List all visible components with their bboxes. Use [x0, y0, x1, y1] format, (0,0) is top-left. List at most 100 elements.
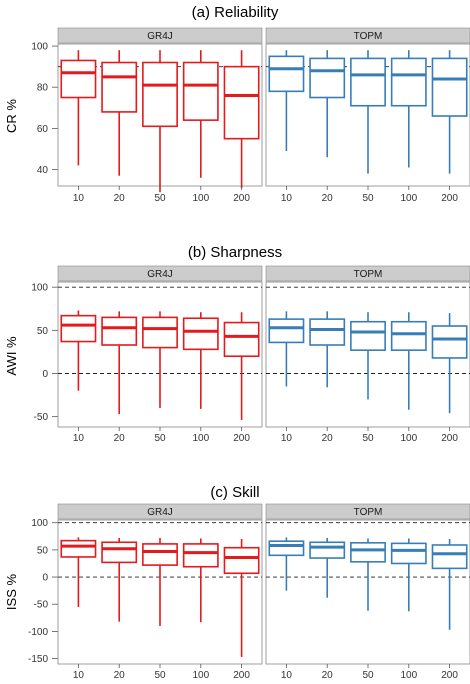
box-50: [350, 538, 386, 611]
box-iqr: [350, 542, 386, 563]
facet-strip: [265, 27, 470, 44]
x-tick-label: 200: [233, 433, 250, 444]
box-10: [60, 50, 97, 166]
y-tick-label: 100: [31, 518, 48, 529]
box-iqr: [431, 325, 468, 359]
box-iqr: [309, 57, 346, 99]
x-tick-label: 10: [281, 670, 293, 681]
facet-strip: [57, 27, 263, 44]
box-iqr: [182, 317, 219, 351]
box-iqr: [223, 546, 260, 575]
box-iqr: [60, 539, 97, 558]
box-iqr: [268, 318, 305, 344]
x-tick-label: 100: [192, 670, 209, 681]
x-tick-label: 10: [73, 670, 85, 681]
y-tick-label: 50: [37, 326, 49, 337]
box-iqr: [431, 57, 468, 117]
box-20: [101, 50, 138, 176]
box-200: [223, 539, 260, 657]
facet-strip-label: GR4J: [147, 31, 173, 42]
facet-panel-gr4j: GR4J 10 20 50 100 200: [57, 265, 263, 444]
box-iqr: [390, 542, 427, 565]
y-tick-label: 50: [37, 545, 49, 556]
facet-strip-label: GR4J: [147, 507, 173, 518]
box-iqr: [101, 541, 138, 564]
box-iqr: [309, 318, 346, 346]
box-iqr: [142, 61, 178, 128]
box-200: [431, 539, 468, 630]
x-tick-label: 200: [441, 433, 458, 444]
x-tick-label: 20: [114, 193, 126, 204]
x-tick-label: 10: [73, 433, 85, 444]
box-iqr: [390, 57, 427, 107]
box-50: [142, 537, 178, 626]
box-100: [182, 312, 219, 409]
facet-strip-label: GR4J: [147, 269, 173, 280]
box-iqr: [223, 65, 260, 140]
box-iqr: [182, 61, 219, 121]
box-20: [309, 50, 346, 158]
chart-figure-1: (a) Reliability CR % 40 60 80 100 GR4J 10 20 50 10…: [4, 4, 470, 204]
facet-panel-topm: TOPM 10 20 50 100 200: [265, 503, 470, 681]
x-tick-label: 200: [441, 193, 458, 204]
x-tick-label: 50: [154, 193, 166, 204]
facet-strip: [57, 265, 263, 282]
box-iqr: [101, 316, 138, 346]
chart-title: (c) Skill: [210, 484, 259, 501]
facet-strip-label: TOPM: [354, 507, 383, 518]
box-20: [101, 311, 138, 415]
box-20: [309, 537, 346, 598]
x-tick-label: 20: [114, 670, 126, 681]
x-tick-label: 10: [281, 433, 293, 444]
box-iqr: [223, 321, 260, 358]
x-tick-label: 20: [322, 670, 334, 681]
box-100: [390, 538, 427, 612]
y-tick-label: 80: [37, 83, 49, 94]
box-iqr: [350, 320, 386, 351]
x-tick-label: 200: [233, 670, 250, 681]
x-tick-label: 10: [281, 193, 293, 204]
box-iqr: [142, 543, 178, 566]
box-iqr: [268, 540, 305, 557]
box-200: [431, 313, 468, 414]
box-10: [60, 537, 97, 607]
facet-panel-topm: TOPM 10 20 50 100 200: [265, 27, 470, 204]
box-50: [350, 312, 386, 400]
y-tick-label: -150: [28, 654, 48, 665]
facet-panel-gr4j: GR4J 10 20 50 100 200: [57, 27, 263, 204]
box-50: [350, 50, 386, 174]
chart-figure-2: (b) Sharpness AWI % -50 0 50 100 GR4J 10 20 50 100…: [4, 244, 470, 444]
box-iqr: [60, 59, 97, 99]
x-tick-label: 20: [322, 433, 334, 444]
box-10: [60, 310, 97, 391]
box-100: [390, 312, 427, 410]
facet-strip-label: TOPM: [354, 269, 383, 280]
box-iqr: [101, 61, 138, 113]
y-tick-label: 100: [31, 283, 48, 294]
box-20: [101, 537, 138, 622]
box-iqr: [431, 544, 468, 570]
box-20: [309, 311, 346, 388]
box-50: [142, 311, 178, 409]
y-tick-label: 0: [42, 573, 48, 584]
box-iqr: [182, 543, 219, 568]
box-iqr: [142, 316, 178, 349]
x-tick-label: 50: [362, 193, 374, 204]
x-tick-label: 10: [73, 193, 85, 204]
facet-strip: [265, 503, 470, 520]
chart-title: (a) Reliability: [192, 4, 279, 21]
x-tick-label: 100: [400, 670, 417, 681]
x-tick-label: 50: [362, 670, 374, 681]
box-200: [431, 50, 468, 174]
x-tick-label: 20: [322, 193, 334, 204]
box-100: [182, 50, 219, 178]
x-tick-label: 50: [154, 433, 166, 444]
y-axis-title: CR %: [4, 99, 19, 133]
box-iqr: [268, 55, 305, 93]
y-axis-title: AWI %: [4, 336, 19, 376]
facet-strip: [57, 503, 263, 520]
facet-strip: [265, 265, 470, 282]
y-tick-label: 40: [37, 165, 49, 176]
x-tick-label: 100: [192, 433, 209, 444]
box-iqr: [309, 541, 346, 559]
